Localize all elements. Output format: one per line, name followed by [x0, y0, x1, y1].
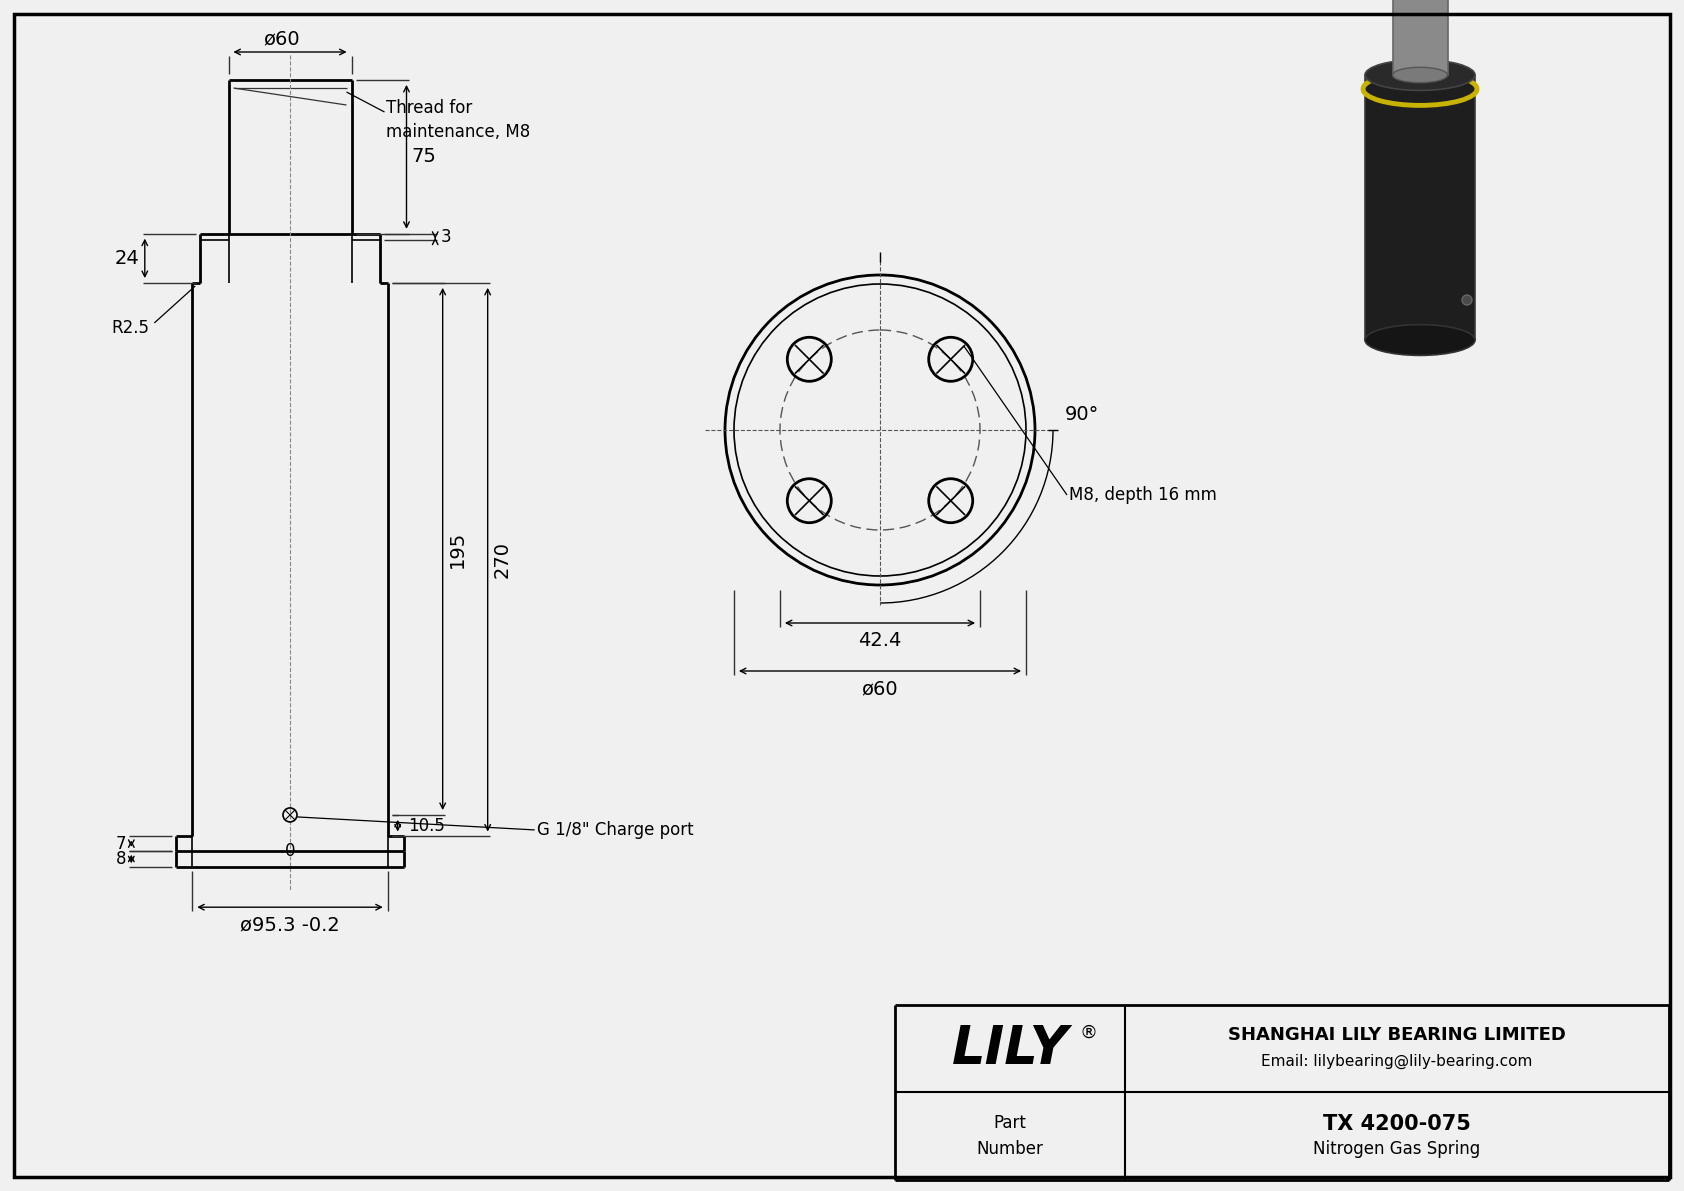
- Text: 8: 8: [116, 850, 126, 868]
- Text: 195: 195: [448, 530, 466, 568]
- Text: R2.5: R2.5: [111, 319, 150, 337]
- Text: M8, depth 16 mm: M8, depth 16 mm: [1069, 486, 1218, 504]
- Text: 10.5: 10.5: [408, 817, 445, 835]
- Text: 24: 24: [115, 249, 140, 268]
- Text: 0: 0: [285, 842, 295, 860]
- Text: 42.4: 42.4: [859, 631, 901, 650]
- Text: 90°: 90°: [1064, 405, 1100, 424]
- Text: ø60: ø60: [862, 679, 898, 698]
- Text: 7: 7: [116, 835, 126, 853]
- Bar: [1393, 0, 1448, 75]
- Text: TX 4200-075: TX 4200-075: [1324, 1114, 1470, 1134]
- Text: Nitrogen Gas Spring: Nitrogen Gas Spring: [1314, 1140, 1480, 1158]
- Text: Part
Number: Part Number: [977, 1115, 1044, 1158]
- Text: ®: ®: [1079, 1023, 1098, 1041]
- Text: LILY: LILY: [951, 1023, 1068, 1074]
- Ellipse shape: [1393, 68, 1448, 82]
- Text: 270: 270: [493, 541, 512, 578]
- Ellipse shape: [1366, 60, 1475, 91]
- Text: Thread for
maintenance, M8: Thread for maintenance, M8: [387, 99, 530, 141]
- Text: SHANGHAI LILY BEARING LIMITED: SHANGHAI LILY BEARING LIMITED: [1228, 1027, 1566, 1045]
- Text: Email: lilybearing@lily-bearing.com: Email: lilybearing@lily-bearing.com: [1261, 1054, 1532, 1070]
- Text: 3: 3: [440, 227, 451, 245]
- Text: 75: 75: [411, 148, 436, 167]
- Ellipse shape: [1366, 325, 1475, 355]
- Text: ø95.3 -0.2: ø95.3 -0.2: [241, 915, 340, 934]
- Text: ø60: ø60: [264, 29, 300, 48]
- Bar: [1366, 75, 1475, 339]
- Text: G 1/8" Charge port: G 1/8" Charge port: [537, 821, 694, 838]
- Circle shape: [1462, 295, 1472, 305]
